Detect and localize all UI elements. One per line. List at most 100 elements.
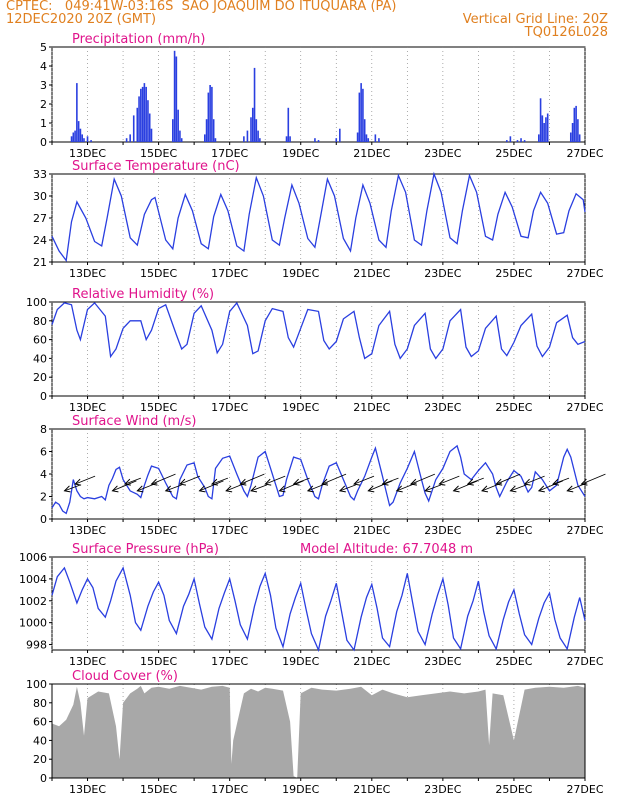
wind-arrow — [137, 482, 158, 492]
precip-bar — [317, 140, 320, 142]
y-tick-label: 5 — [40, 41, 47, 54]
precip-bar — [211, 86, 213, 142]
x-tick-label: 19DEC — [282, 267, 319, 280]
wind-arrow — [293, 477, 310, 485]
x-tick-label: 23DEC — [424, 524, 461, 537]
wind-arrow-head — [381, 478, 389, 486]
wind-arrow — [481, 482, 503, 492]
cloud-area — [52, 685, 585, 778]
panel-title: Surface Pressure (hPa) — [72, 542, 219, 557]
wind-arrow — [467, 477, 484, 485]
x-tick-label: 15DEC — [140, 401, 177, 414]
wind-arrow-head — [74, 478, 82, 486]
precip-bar — [72, 132, 75, 142]
precip-bar — [571, 123, 574, 142]
wind-arrow-head — [225, 485, 233, 493]
precip-bar — [172, 119, 174, 142]
y-tick-label: 100 — [26, 296, 47, 309]
precip-bar — [150, 128, 153, 142]
y-tick-label: 20 — [33, 753, 47, 766]
y-tick-label: 60 — [33, 334, 47, 347]
y-tick-label: 33 — [33, 168, 47, 181]
x-tick-label: 27DEC — [566, 783, 603, 796]
precip-bar — [250, 117, 252, 142]
panel-frame — [51, 683, 586, 779]
precip-bar — [578, 134, 581, 142]
y-tick-label: 0 — [40, 513, 47, 526]
precip-bar — [136, 107, 139, 142]
panel-frame — [51, 301, 586, 397]
header-code: TQ0126L028 — [524, 25, 608, 40]
x-tick-label: 17DEC — [211, 783, 248, 796]
x-tick-label: 25DEC — [495, 783, 532, 796]
x-tick-label: 25DEC — [495, 267, 532, 280]
precip-bar — [577, 119, 579, 142]
precip-bar — [74, 130, 76, 142]
x-tick-label: 13DEC — [69, 401, 106, 414]
wind-arrow — [64, 484, 81, 492]
precip-bar — [360, 83, 362, 142]
x-tick-label: 13DEC — [69, 655, 106, 668]
wind-arrow-head — [537, 485, 545, 493]
x-tick-label: 25DEC — [495, 524, 532, 537]
precip-bar — [506, 140, 508, 142]
x-tick-label: 27DEC — [566, 147, 603, 160]
precip-bar — [251, 107, 254, 142]
wind-arrow — [524, 475, 545, 485]
precip-bar — [516, 140, 519, 142]
x-tick-label: 19DEC — [282, 401, 319, 414]
precip-bar — [132, 115, 135, 142]
y-tick-label: 27 — [33, 212, 47, 225]
precip-bar — [81, 134, 84, 142]
precip-bar — [573, 107, 576, 142]
rh-line — [51, 301, 586, 360]
wind-arrow — [368, 480, 393, 492]
header-station: CPTEC: 049:41W-03:16S SAO JOAQUIM DO ITU… — [6, 0, 397, 14]
precip-bar — [339, 128, 341, 142]
x-tick-label: 21DEC — [353, 267, 390, 280]
x-tick-label: 19DEC — [282, 147, 319, 160]
precip-bar — [523, 140, 526, 142]
precip-bar — [138, 96, 140, 142]
header-date: 12DEC2020 20Z (GMT) — [6, 12, 157, 27]
y-tick-label: 8 — [40, 423, 47, 436]
wind-arrow-head — [338, 485, 346, 493]
y-tick-label: 60 — [33, 716, 47, 729]
y-tick-label: 1000 — [19, 617, 47, 630]
x-tick-label: 23DEC — [424, 655, 461, 668]
precip-bar — [175, 56, 178, 142]
x-tick-label: 27DEC — [566, 655, 603, 668]
wind-arrow-head — [63, 485, 71, 493]
wind-arrow-head — [566, 485, 574, 493]
wind-arrow-head — [321, 478, 329, 486]
wind-arrow-head — [509, 485, 517, 493]
y-tick-label: 1006 — [19, 551, 47, 564]
x-tick-label: 21DEC — [353, 401, 390, 414]
wind-arrow — [112, 480, 137, 492]
wind-arrow-head — [353, 478, 361, 486]
panel-frame — [51, 173, 586, 263]
wind-arrow-head — [552, 478, 560, 486]
panel-frame — [51, 428, 586, 520]
precip-bar — [363, 119, 366, 142]
x-tick-label: 23DEC — [424, 401, 461, 414]
precip-bar — [335, 138, 338, 142]
wind-arrow-head — [111, 485, 119, 493]
x-tick-label: 25DEC — [495, 147, 532, 160]
wind-arrow-head — [452, 485, 460, 493]
precip-bar — [86, 136, 89, 142]
wind-arrow-head — [150, 478, 158, 486]
wind-arrow — [552, 477, 570, 485]
y-tick-label: 20 — [33, 371, 47, 384]
y-tick-label: 1002 — [19, 595, 47, 608]
x-tick-label: 17DEC — [211, 524, 248, 537]
precip-bar — [76, 83, 78, 142]
precip-bar — [212, 119, 215, 142]
y-tick-label: 80 — [33, 315, 47, 328]
wind-arrow-head — [523, 478, 531, 486]
precip-bar — [374, 134, 377, 142]
wind-arrow — [165, 484, 182, 492]
precip-bar — [143, 83, 146, 142]
x-tick-label: 17DEC — [211, 401, 248, 414]
x-tick-label: 13DEC — [69, 783, 106, 796]
